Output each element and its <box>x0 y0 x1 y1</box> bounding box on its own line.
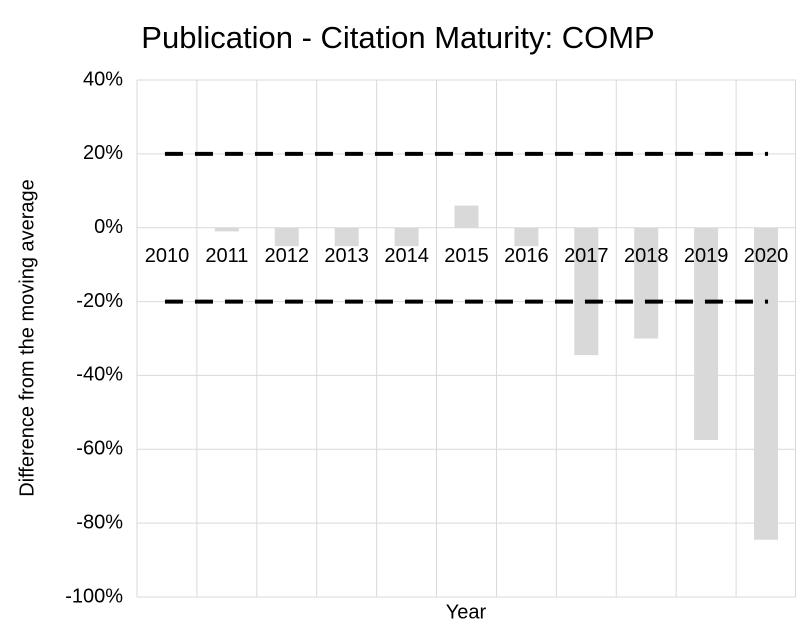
x-tick-label: 2017 <box>564 245 609 267</box>
y-axis-label: Difference from the moving average <box>16 179 38 497</box>
bar <box>694 227 719 441</box>
x-tick-label: 2012 <box>265 245 310 267</box>
y-tick-label: -20% <box>76 290 123 312</box>
bar <box>334 227 359 247</box>
y-tick-label: -60% <box>76 438 123 460</box>
x-tick-label: 2015 <box>444 245 489 267</box>
bar <box>394 227 419 247</box>
x-tick-label: 2019 <box>684 245 729 267</box>
y-tick-label: -40% <box>76 364 123 386</box>
bar <box>574 227 599 356</box>
x-tick-label: 2010 <box>145 245 190 267</box>
x-axis-label: Year <box>446 601 487 623</box>
bars <box>214 205 779 540</box>
x-tick-label: 2020 <box>744 245 789 267</box>
bar <box>454 205 479 228</box>
y-tick-label: 0% <box>94 216 123 238</box>
chart-title: Publication - Citation Maturity: COMP <box>141 20 654 55</box>
bar <box>274 227 299 247</box>
bar <box>754 227 779 540</box>
y-tick-label: -80% <box>76 511 123 533</box>
x-tick-label: 2018 <box>624 245 669 267</box>
y-tick-label: -100% <box>65 585 123 607</box>
bar <box>634 227 659 339</box>
bar <box>214 227 239 232</box>
x-tick-label: 2016 <box>504 245 549 267</box>
grid: -100% -80% -60% -40% -20% 0% 20% 40% <box>65 68 796 607</box>
y-tick-label: 40% <box>83 68 123 90</box>
x-tick-label: 2013 <box>324 245 369 267</box>
bar <box>514 227 539 247</box>
y-tick-label: 20% <box>83 142 123 164</box>
overlay: 2010 2011 2012 2013 2014 2015 2016 2017 2018 2019… <box>145 151 789 304</box>
x-tick-label: 2011 <box>205 245 248 267</box>
x-tick-label: 2014 <box>384 245 429 267</box>
